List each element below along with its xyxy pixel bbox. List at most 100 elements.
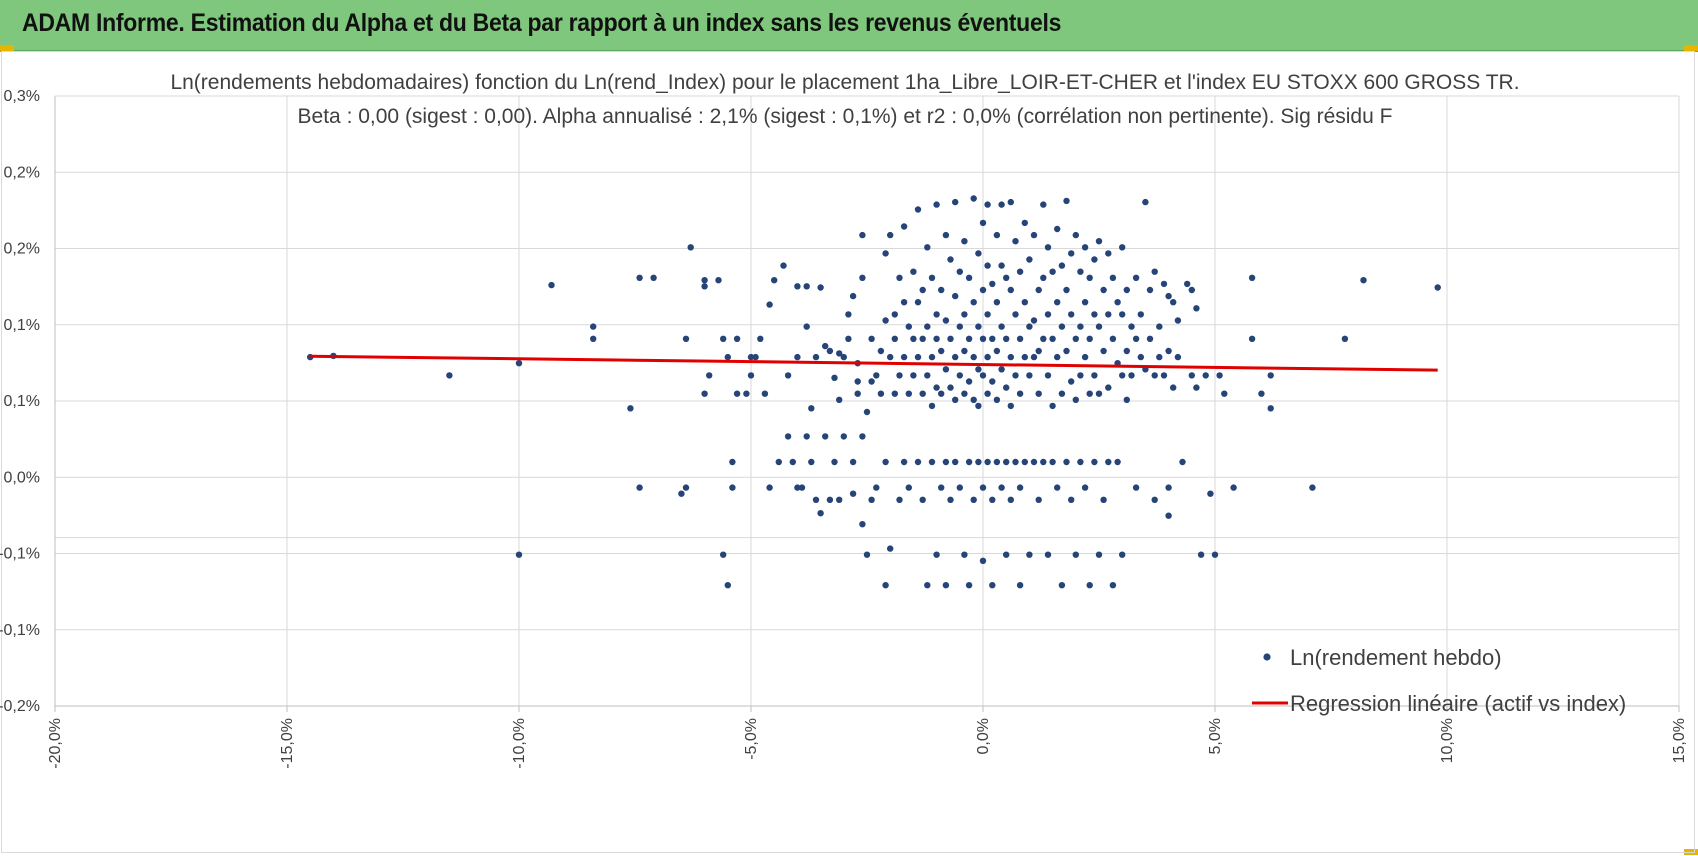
scatter-point bbox=[1151, 372, 1158, 379]
scatter-point bbox=[771, 277, 778, 284]
scatter-point bbox=[757, 335, 764, 342]
scatter-point bbox=[1091, 311, 1098, 318]
scatter-point bbox=[919, 496, 926, 503]
scatter-point bbox=[1044, 311, 1052, 318]
scatter-point bbox=[979, 372, 987, 379]
scatter-point bbox=[961, 347, 968, 355]
x-tick-label: -15,0% bbox=[279, 718, 296, 769]
scatter-point bbox=[1086, 582, 1093, 589]
scatter-point bbox=[836, 350, 843, 357]
scatter-point bbox=[1012, 458, 1019, 466]
scatter-point bbox=[956, 484, 963, 491]
scatter-point bbox=[1003, 458, 1010, 466]
scatter-point bbox=[961, 390, 968, 397]
chart-subtitle: Beta : 0,00 (sigest : 0,00). Alpha annua… bbox=[298, 105, 1393, 128]
scatter-point bbox=[979, 335, 987, 342]
scatter-point bbox=[942, 317, 950, 324]
scatter-point bbox=[845, 311, 852, 318]
scatter-point bbox=[896, 274, 903, 281]
scatter-point bbox=[1341, 335, 1349, 342]
scatter-point bbox=[984, 311, 991, 318]
scatter-point bbox=[1188, 372, 1196, 379]
scatter-point bbox=[868, 335, 875, 342]
scatter-point bbox=[682, 484, 690, 491]
scatter-point bbox=[859, 231, 866, 239]
regression-line-path bbox=[310, 354, 1438, 372]
scatter-point bbox=[1021, 458, 1028, 466]
scatter-point bbox=[1086, 274, 1093, 281]
scatter-point bbox=[933, 311, 940, 318]
axes: -20,0% -15,0% -10,0% -5,0% 0,0% 5,0% 10,0% 15,0… bbox=[0, 88, 1688, 769]
scatter-point bbox=[701, 283, 708, 290]
scatter-point bbox=[1072, 551, 1080, 558]
scatter-point bbox=[1174, 317, 1182, 324]
scatter-point bbox=[724, 582, 731, 589]
scatter-point bbox=[998, 201, 1005, 208]
scatter-point bbox=[1105, 250, 1112, 257]
scatter-point bbox=[1068, 311, 1075, 318]
scatter-point bbox=[1040, 458, 1047, 466]
scatter-point bbox=[794, 283, 801, 290]
scatter-point bbox=[928, 274, 936, 281]
scatter-point bbox=[1077, 268, 1084, 275]
scatter-point bbox=[877, 390, 885, 397]
scatter-point bbox=[687, 244, 694, 251]
scatter-point bbox=[1040, 274, 1047, 281]
scatter-point bbox=[775, 458, 782, 466]
scatter-point bbox=[989, 280, 996, 288]
scatter-point bbox=[1267, 405, 1274, 412]
x-tick-label: 5,0% bbox=[1207, 718, 1224, 754]
scatter-point bbox=[1146, 286, 1154, 294]
scatter-points bbox=[307, 195, 1441, 589]
scatter-point bbox=[975, 458, 982, 466]
scatter-point bbox=[1049, 402, 1056, 410]
scatter-point bbox=[1012, 238, 1019, 245]
scatter-point bbox=[1054, 225, 1061, 233]
scatter-point bbox=[733, 390, 741, 397]
scatter-point bbox=[678, 490, 685, 497]
scatter-point bbox=[831, 458, 838, 466]
scatter-point bbox=[1081, 484, 1089, 491]
scatter-point bbox=[849, 490, 857, 497]
scatter-point bbox=[1035, 347, 1042, 355]
scatter-point bbox=[1100, 496, 1107, 503]
scatter-point bbox=[1165, 512, 1172, 519]
scatter-point bbox=[965, 335, 973, 342]
scatter-point bbox=[891, 335, 898, 342]
scatter-point bbox=[1160, 280, 1168, 288]
scatter-point bbox=[914, 458, 922, 466]
scatter-point bbox=[905, 390, 912, 397]
scatter-point bbox=[1007, 198, 1014, 206]
scatter-point bbox=[627, 405, 634, 412]
scatter-point bbox=[1109, 274, 1117, 281]
scatter-point bbox=[984, 201, 991, 208]
scatter-point bbox=[979, 484, 987, 491]
scatter-point bbox=[947, 496, 954, 503]
x-tick-label: -10,0% bbox=[511, 718, 528, 769]
scatter-point bbox=[1100, 286, 1107, 294]
scatter-point bbox=[859, 274, 866, 281]
scatter-point bbox=[1188, 286, 1196, 294]
scatter-point bbox=[1360, 277, 1367, 284]
scatter-point bbox=[1128, 372, 1135, 379]
scatter-point bbox=[1035, 286, 1042, 294]
scatter-point bbox=[882, 582, 889, 589]
scatter-point bbox=[650, 274, 657, 281]
scatter-point bbox=[1165, 292, 1172, 300]
scatter-point bbox=[914, 299, 922, 306]
header-banner: ADAM Informe. Estimation du Alpha et du … bbox=[0, 0, 1698, 52]
scatter-point bbox=[924, 323, 931, 330]
y-tick-label: 0,2% bbox=[4, 241, 40, 258]
scatter-point bbox=[1081, 353, 1089, 361]
scatter-point bbox=[924, 582, 931, 589]
legend: Ln(rendement hebdo) Regression linéaire … bbox=[1252, 645, 1626, 716]
scatter-point bbox=[1007, 496, 1014, 503]
scatter-point bbox=[1021, 299, 1028, 306]
scatter-point bbox=[882, 250, 889, 257]
scatter-point bbox=[636, 484, 643, 491]
scatter-point bbox=[975, 250, 982, 257]
scatter-point bbox=[1434, 284, 1441, 291]
scatter-point bbox=[1309, 484, 1316, 491]
scatter-point bbox=[812, 496, 820, 503]
scatter-point bbox=[998, 323, 1005, 330]
